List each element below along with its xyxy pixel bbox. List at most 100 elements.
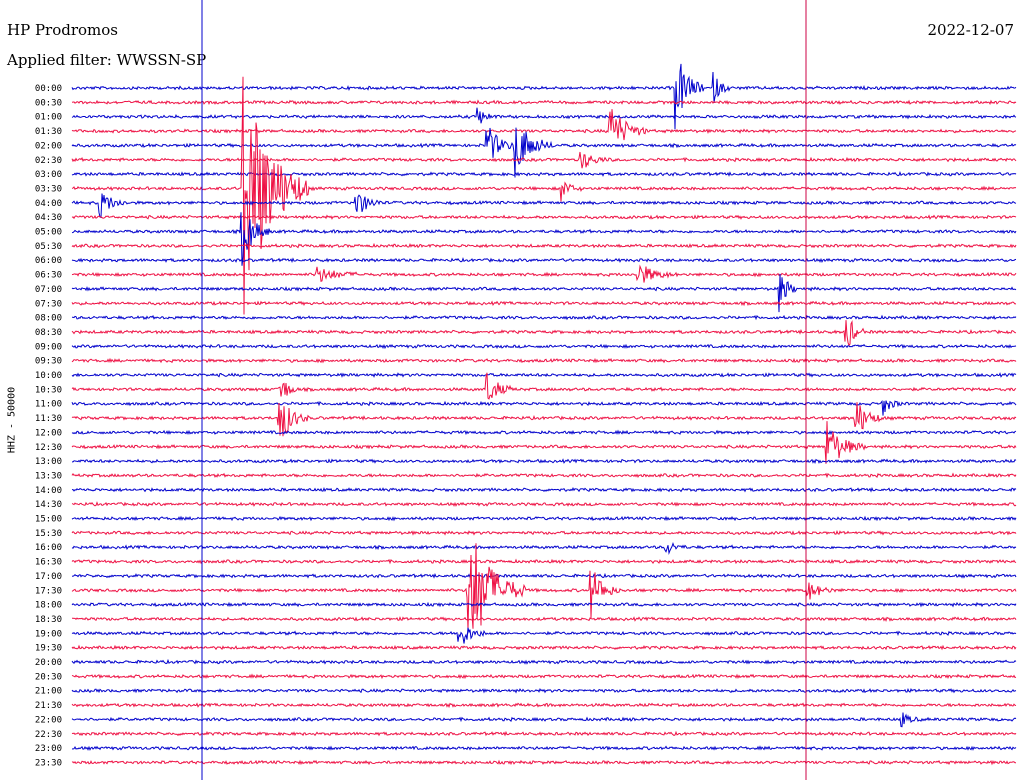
row-tick-label: 02:30	[35, 156, 62, 166]
trace-line	[71, 109, 1017, 141]
row-tick-label: 11:30	[35, 414, 62, 424]
row-tick-label: 00:00	[35, 84, 62, 94]
trace-line	[71, 745, 1017, 751]
trace-line	[71, 402, 1017, 437]
trace-line	[71, 320, 1017, 347]
row-tick-label: 17:30	[35, 586, 62, 596]
row-tick-label: 22:00	[35, 715, 62, 725]
row-tick-label: 03:00	[35, 170, 62, 180]
row-tick-label: 11:00	[35, 400, 62, 410]
row-tick-label: 01:30	[35, 127, 62, 137]
row-tick-label: 07:30	[35, 299, 62, 309]
trace-line	[71, 193, 1017, 219]
tick-label-group: 00:00 00:30 01:00 01:30 02:00 02:30 03:00 03:30…	[35, 84, 62, 768]
row-tick-label: 22:30	[35, 730, 62, 740]
trace-line	[71, 616, 1017, 622]
trace-line	[71, 759, 1016, 766]
trace-line	[71, 486, 1017, 493]
trace-line	[71, 543, 1017, 630]
trace-line	[71, 572, 1017, 579]
row-tick-label: 15:30	[35, 529, 62, 539]
trace-line	[71, 530, 1017, 536]
trace-line	[71, 63, 1017, 130]
trace-line	[71, 712, 1017, 728]
trace-line	[71, 372, 1017, 400]
trace-line	[71, 601, 1017, 608]
row-tick-label: 06:00	[35, 256, 62, 266]
row-tick-label: 14:30	[35, 500, 62, 510]
row-tick-label: 08:30	[35, 328, 62, 338]
row-tick-label: 16:00	[35, 543, 62, 553]
trace-line	[71, 400, 1017, 416]
row-tick-label: 18:00	[35, 601, 62, 611]
row-tick-label: 21:00	[35, 687, 62, 697]
trace-line	[71, 687, 1017, 694]
row-tick-label: 12:30	[35, 443, 62, 453]
trace-line	[71, 357, 1017, 364]
row-tick-label: 13:00	[35, 457, 62, 467]
row-tick-label: 09:30	[35, 357, 62, 367]
trace-line	[71, 702, 1017, 709]
trace-line	[71, 673, 1017, 680]
row-tick-label: 19:30	[35, 644, 62, 654]
row-tick-label: 05:30	[35, 242, 62, 252]
trace-line	[71, 421, 1017, 464]
trace-line	[71, 658, 1017, 665]
trace-line	[72, 458, 1017, 465]
date-label: 2022-12-07	[927, 21, 1014, 39]
row-tick-label: 17:00	[35, 572, 62, 582]
row-tick-label: 21:30	[35, 701, 62, 711]
trace-line	[71, 627, 1017, 644]
row-tick-label: 20:00	[35, 658, 62, 668]
station-title: HP Prodromos	[7, 21, 118, 39]
trace-line	[71, 314, 1017, 321]
row-tick-label: 04:00	[35, 199, 62, 209]
row-tick-label: 09:00	[35, 342, 62, 352]
trace-line	[71, 472, 1017, 479]
trace-line	[71, 730, 1017, 737]
row-tick-label: 19:00	[35, 629, 62, 639]
row-tick-label: 23:30	[35, 758, 62, 768]
row-tick-label: 02:00	[35, 141, 62, 151]
trace-line	[71, 343, 1017, 350]
row-tick-label: 23:00	[35, 744, 62, 754]
trace-line	[71, 644, 1017, 651]
trace-line	[71, 501, 1017, 507]
row-tick-label: 00:30	[35, 98, 62, 108]
trace-line	[71, 127, 1017, 178]
row-tick-label: 20:30	[35, 672, 62, 682]
trace-line	[71, 171, 1017, 177]
trace-line	[71, 515, 1017, 522]
filter-subtitle: Applied filter: WWSSN-SP	[7, 51, 207, 69]
trace-line	[71, 264, 1017, 283]
trace-line	[71, 541, 1017, 555]
trace-line	[71, 273, 1017, 313]
trace-line	[71, 300, 1017, 307]
row-tick-label: 18:30	[35, 615, 62, 625]
trace-line	[71, 212, 1017, 266]
trace-line	[71, 76, 1017, 315]
row-tick-label: 08:00	[35, 314, 62, 324]
row-tick-label: 06:30	[35, 271, 62, 281]
trace-line	[71, 99, 1017, 106]
trace-line	[71, 242, 1017, 249]
row-tick-label: 05:00	[35, 228, 62, 238]
row-tick-label: 03:30	[35, 184, 62, 194]
row-tick-label: 07:00	[35, 285, 62, 295]
row-tick-label: 14:00	[35, 486, 62, 496]
row-tick-label: 04:30	[35, 213, 62, 223]
trace-line	[71, 257, 1017, 264]
trace-line	[71, 372, 1017, 378]
trace-line	[71, 214, 1017, 221]
trace-line	[71, 151, 1017, 169]
row-tick-label: 10:30	[35, 385, 62, 395]
row-tick-label: 12:00	[35, 428, 62, 438]
row-tick-label: 10:00	[35, 371, 62, 381]
row-tick-label: 13:30	[35, 471, 62, 481]
row-tick-label: 16:30	[35, 558, 62, 568]
trace-line	[71, 107, 1017, 124]
row-tick-label: 01:00	[35, 113, 62, 123]
trace-line	[71, 429, 1017, 436]
trace-line	[71, 558, 1017, 565]
